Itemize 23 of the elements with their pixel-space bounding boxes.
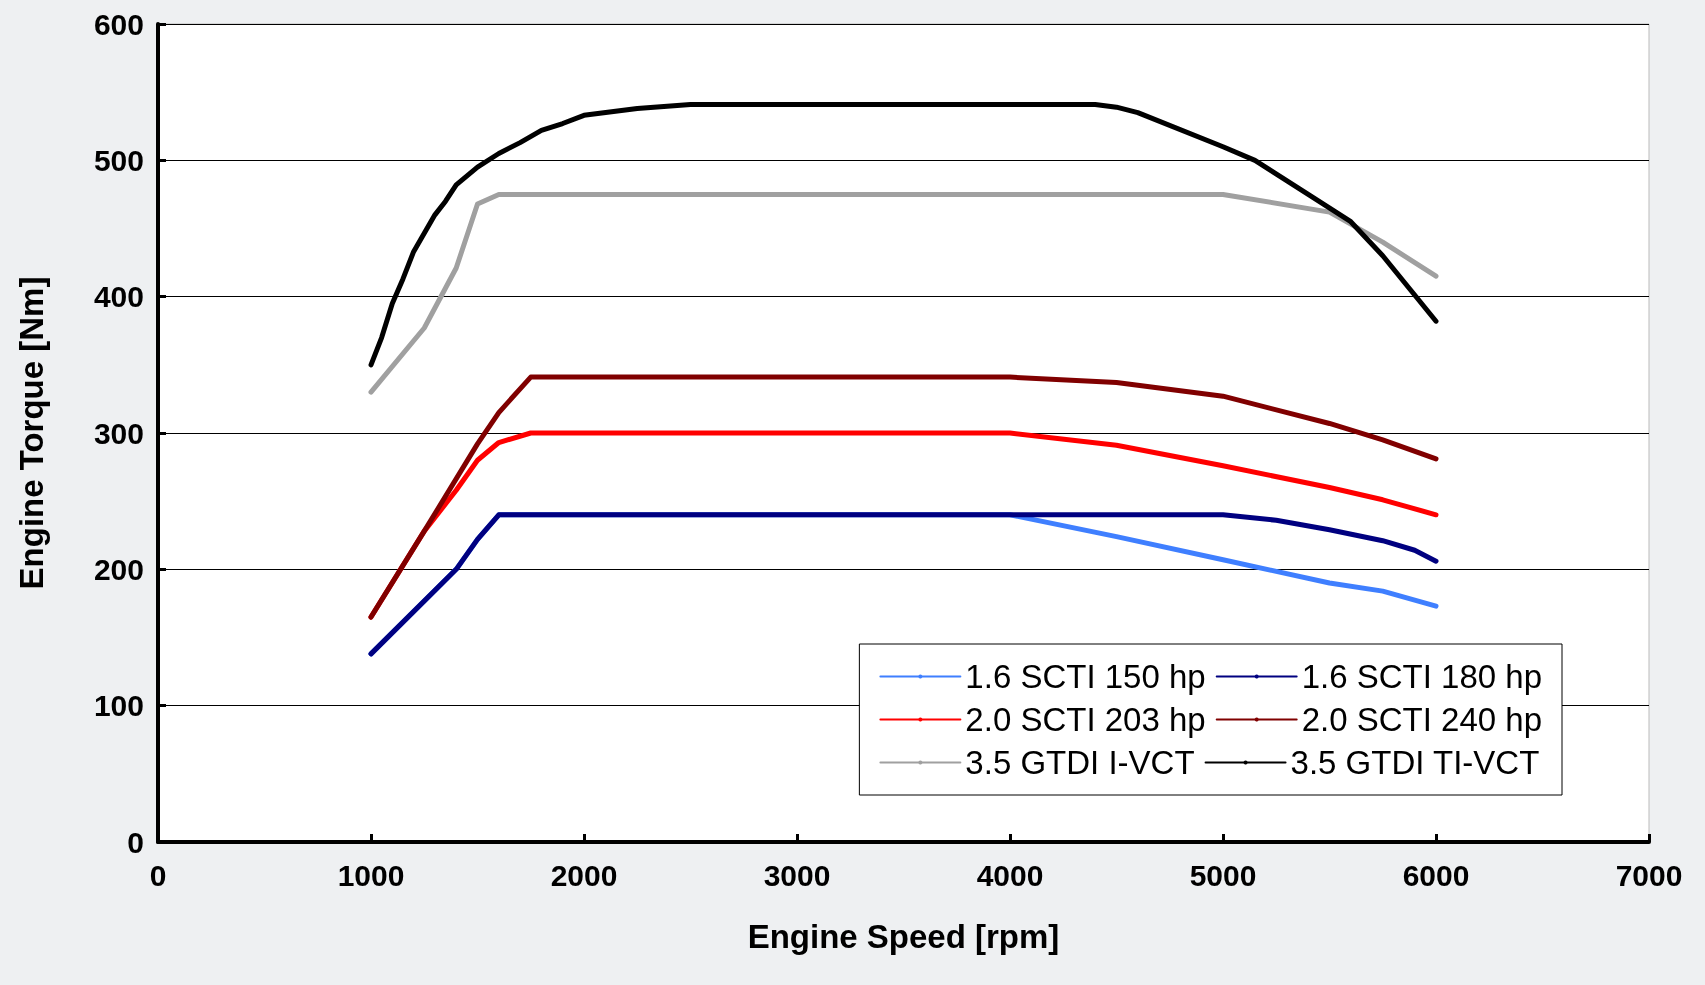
y-tick-label: 200 bbox=[93, 552, 144, 586]
y-tick-label: 400 bbox=[93, 280, 144, 314]
x-tick-label: 0 bbox=[149, 858, 167, 892]
x-axis-title: Engine Speed [rpm] bbox=[747, 918, 1060, 955]
y-axis-title: Engine Torque [Nm] bbox=[13, 276, 50, 590]
x-tick-label: 1000 bbox=[337, 858, 405, 892]
legend-label: 1.6 SCTI 180 hp bbox=[1301, 658, 1543, 695]
x-tick-label: 2000 bbox=[550, 858, 618, 892]
legend-label: 2.0 SCTI 240 hp bbox=[1301, 701, 1543, 738]
x-tick-label: 7000 bbox=[1615, 858, 1683, 892]
y-tick-label: 100 bbox=[93, 689, 144, 723]
y-tick-label: 0 bbox=[127, 825, 144, 859]
x-tick-label: 3000 bbox=[763, 858, 831, 892]
legend-label: 2.0 SCTI 203 hp bbox=[965, 701, 1206, 738]
y-tick-label: 500 bbox=[93, 143, 144, 177]
legend-label: 3.5 GTDI TI-VCT bbox=[1290, 744, 1540, 781]
x-tick-label: 6000 bbox=[1402, 858, 1470, 892]
y-tick-label: 600 bbox=[93, 7, 144, 41]
legend-label: 1.6 SCTI 150 hp bbox=[965, 658, 1206, 695]
legend-label: 3.5 GTDI I-VCT bbox=[965, 744, 1195, 781]
x-tick-label: 4000 bbox=[976, 858, 1044, 892]
x-tick-label: 5000 bbox=[1189, 858, 1257, 892]
y-tick-label: 300 bbox=[93, 416, 144, 450]
